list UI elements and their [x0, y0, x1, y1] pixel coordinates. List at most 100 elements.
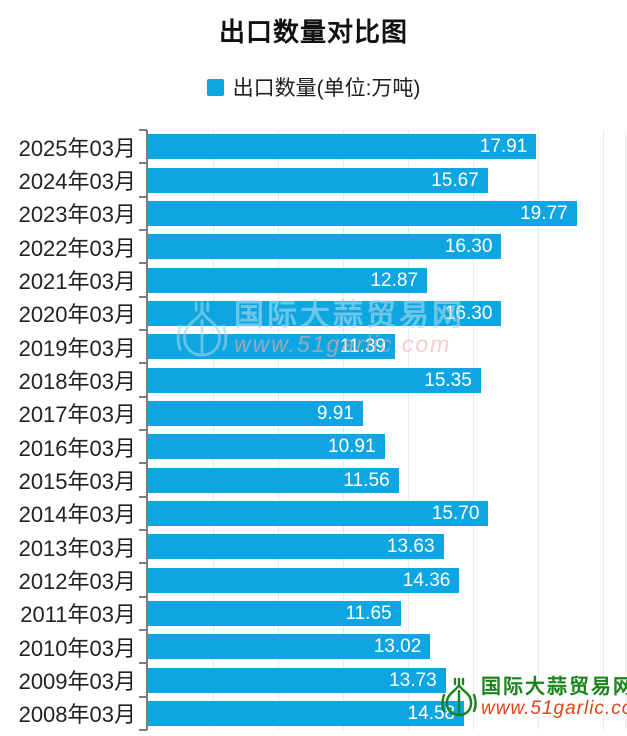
x-gridline	[473, 130, 475, 730]
category-label: 2025年03月	[18, 135, 136, 161]
bar-2018年03月[interactable]: 15.35	[148, 367, 481, 393]
y-axis-tick	[139, 662, 147, 665]
y-axis-tick	[139, 529, 147, 531]
y-axis-tick	[139, 495, 147, 498]
bar-value-label: 11.65	[345, 602, 392, 624]
bar-2019年03月[interactable]: 11.39	[148, 334, 395, 360]
bar-2023年03月[interactable]: 19.77	[148, 200, 577, 226]
bar-row: 13.02	[148, 634, 625, 660]
y-axis-tick	[139, 262, 147, 265]
bar-value-label: 15.67	[431, 169, 479, 191]
y-axis-tick	[139, 695, 147, 698]
watermark-site-name: 国际大蒜贸易网	[481, 676, 627, 698]
bar-value-label: 17.91	[479, 136, 528, 158]
bar-2016年03月[interactable]: 10.91	[148, 434, 385, 460]
category-label: 2018年03月	[18, 368, 136, 394]
y-axis-tick	[139, 329, 147, 331]
bar-value-label: 13.63	[386, 536, 435, 558]
bar-value-label: 10.91	[328, 436, 376, 458]
bar-2021年03月[interactable]: 12.87	[148, 267, 428, 293]
bar-value-label: 9.91	[316, 402, 354, 424]
bar-value-label: 12.87	[370, 269, 419, 291]
category-label: 2011年03月	[20, 602, 136, 628]
y-axis-labels: 2025年03月 2024年03月 2023年03月 2022年03月 2021年03月…	[0, 130, 140, 730]
y-axis-tick	[139, 395, 147, 398]
x-gridline	[538, 130, 540, 730]
category-label: 2016年03月	[18, 435, 136, 461]
bar-row: 17.91	[148, 134, 625, 160]
x-gridline	[278, 130, 280, 730]
category-label: 2012年03月	[18, 568, 136, 594]
chart-title: 出口数量对比图	[218, 17, 408, 47]
category-label: 2013年03月	[18, 535, 136, 561]
category-label: 2017年03月	[18, 402, 136, 428]
bar-2017年03月[interactable]: 9.91	[148, 400, 363, 426]
category-label: 2010年03月	[18, 635, 136, 661]
bar-2010年03月[interactable]: 13.02	[148, 634, 431, 660]
legend[interactable]: 出口数量(单位:万吨)	[0, 72, 627, 102]
bar-value-label: 14.36	[402, 569, 451, 591]
bar-2022年03月[interactable]: 16.30	[148, 234, 502, 260]
bar-value-label: 13.02	[373, 636, 422, 658]
category-label: 2023年03月	[18, 202, 136, 228]
plot-area: 17.91 15.67 19.77 16.30 12.87 16.30 11.39 15.35…	[148, 130, 626, 730]
y-axis-tick	[139, 462, 147, 465]
bar-value-label: 16.30	[444, 302, 493, 324]
category-label: 2014年03月	[18, 502, 136, 528]
category-label: 2024年03月	[18, 168, 136, 194]
bar-2012年03月[interactable]: 14.36	[148, 567, 460, 593]
y-axis-tick	[139, 729, 147, 731]
category-label: 2009年03月	[18, 668, 136, 694]
bar-2020年03月[interactable]: 16.30	[148, 300, 502, 326]
bar-row: 19.77	[148, 200, 625, 226]
bar-row: 14.36	[148, 567, 625, 593]
y-axis-tick	[139, 229, 147, 231]
bar-value-label: 16.30	[444, 236, 493, 258]
y-axis-tick	[139, 195, 147, 198]
bar-2009年03月[interactable]: 13.73	[148, 667, 446, 693]
bar-2024年03月[interactable]: 15.67	[148, 167, 488, 193]
y-axis-tick	[139, 429, 147, 431]
garlic-logo-icon	[441, 677, 477, 717]
x-gridline	[603, 130, 605, 730]
bar-row: 15.35	[148, 367, 625, 393]
x-gridline	[625, 130, 626, 730]
bar-2015年03月[interactable]: 11.56	[148, 467, 399, 493]
bar-2013年03月[interactable]: 13.63	[148, 534, 444, 560]
bar-row: 9.91	[148, 400, 625, 426]
y-axis-tick	[139, 129, 147, 131]
bar-row: 13.73	[148, 667, 625, 693]
bar-row: 11.65	[148, 600, 625, 626]
bar-2008年03月[interactable]: 14.58	[148, 700, 465, 726]
watermark-site-url: www.51garlic.com	[481, 698, 627, 719]
y-axis-tick	[139, 162, 147, 165]
bar-2014年03月[interactable]: 15.70	[148, 500, 489, 526]
category-label: 2020年03月	[18, 302, 136, 328]
bar-row: 13.63	[148, 534, 625, 560]
watermark-bottom-right: 国际大蒜贸易网 www.51garlic.com	[441, 676, 627, 719]
bar-row: 12.87	[148, 267, 625, 293]
x-gridline	[343, 130, 345, 730]
legend-label: 出口数量(单位:万吨)	[232, 77, 421, 100]
bar-2025年03月[interactable]: 17.91	[148, 134, 537, 160]
x-gridline	[408, 130, 410, 730]
category-label: 2019年03月	[18, 335, 136, 361]
category-label: 2022年03月	[18, 235, 136, 261]
bar-row: 15.70	[148, 500, 625, 526]
y-axis-tick	[139, 362, 147, 365]
bar-row: 16.30	[148, 234, 625, 260]
bar-row: 16.30	[148, 300, 625, 326]
y-axis-line	[146, 130, 148, 730]
y-axis-tick	[139, 629, 147, 631]
bar-2011年03月[interactable]: 11.65	[148, 600, 401, 626]
bar-row: 10.91	[148, 434, 625, 460]
category-label: 2015年03月	[18, 468, 136, 494]
bar-value-label: 13.73	[389, 669, 437, 691]
bar-row: 11.39	[148, 334, 625, 360]
category-label: 2008年03月	[18, 702, 136, 728]
bar-row: 15.67	[148, 167, 625, 193]
bar-value-label: 15.70	[431, 502, 480, 524]
legend-swatch-icon	[206, 78, 224, 96]
category-label: 2021年03月	[18, 268, 136, 294]
y-axis-tick	[139, 595, 147, 598]
